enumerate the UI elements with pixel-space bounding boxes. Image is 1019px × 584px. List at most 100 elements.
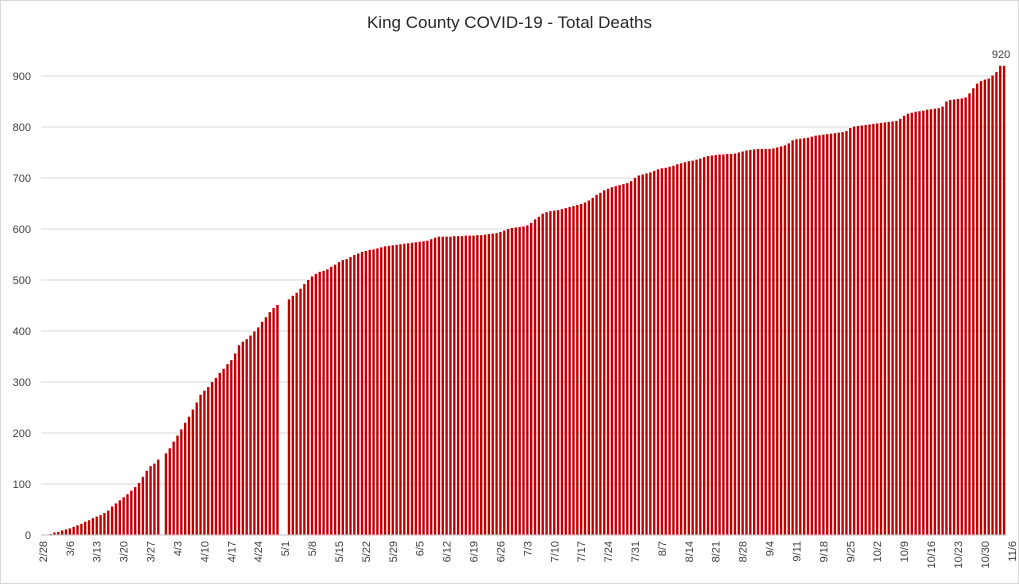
bar	[249, 335, 252, 535]
bar	[395, 244, 398, 535]
bar	[195, 402, 198, 535]
bar	[772, 148, 775, 536]
bar	[164, 453, 168, 535]
bar	[460, 236, 464, 535]
bar	[564, 208, 567, 535]
bar	[749, 149, 752, 535]
bar	[99, 515, 102, 535]
bar	[879, 122, 883, 536]
x-tick-label: 5/8	[307, 541, 319, 556]
bar	[649, 172, 652, 535]
bar	[453, 236, 456, 535]
bar	[333, 264, 337, 535]
bar	[802, 138, 806, 535]
bar	[53, 532, 56, 535]
bar	[122, 497, 125, 535]
bar	[380, 247, 383, 536]
bar	[410, 242, 414, 535]
bar	[403, 243, 406, 536]
bar	[672, 165, 675, 535]
bar	[814, 135, 817, 536]
bar	[368, 249, 371, 535]
bar	[599, 192, 602, 536]
bar	[902, 115, 906, 535]
bar	[668, 166, 671, 535]
bar	[975, 83, 979, 536]
bar	[445, 236, 448, 535]
bar	[741, 151, 744, 536]
bars	[41, 65, 1006, 536]
bar	[841, 132, 844, 535]
x-tick-label: 9/25	[845, 541, 857, 562]
bar	[72, 526, 75, 535]
bar	[522, 226, 525, 535]
bar	[606, 188, 610, 535]
bar	[645, 173, 648, 535]
bar	[64, 529, 68, 535]
bar	[718, 154, 721, 536]
bar	[768, 148, 771, 535]
bar	[845, 131, 848, 535]
bar	[637, 175, 641, 535]
bar	[787, 143, 790, 535]
x-tick-label: 4/3	[172, 541, 184, 556]
bar	[799, 138, 802, 536]
x-tick-label: 8/7	[657, 541, 669, 556]
bar	[245, 339, 248, 535]
bar	[872, 123, 875, 535]
bar	[595, 194, 598, 535]
bar	[633, 178, 637, 535]
y-tick-label: 600	[13, 224, 31, 236]
bar	[556, 210, 560, 535]
bar	[822, 134, 825, 535]
bar	[464, 235, 468, 535]
bar	[591, 197, 594, 535]
bar	[752, 149, 756, 535]
bar	[929, 109, 933, 536]
bar	[118, 500, 121, 535]
bar	[468, 235, 471, 535]
bar	[472, 235, 475, 535]
last-value-label: 920	[992, 49, 1010, 61]
bar	[399, 244, 402, 536]
bar	[776, 147, 779, 535]
x-tick-label: 7/24	[603, 541, 615, 562]
bar	[430, 239, 433, 535]
x-tick-label: 10/9	[899, 541, 911, 562]
x-tick-label: 3/6	[65, 541, 77, 556]
bar	[260, 321, 264, 535]
bar	[487, 234, 491, 535]
bar	[495, 233, 498, 535]
bar	[76, 525, 79, 535]
bar	[233, 353, 237, 535]
bar	[806, 137, 810, 535]
bar	[153, 463, 156, 535]
bar	[180, 429, 183, 535]
bar	[941, 106, 944, 535]
bar	[80, 523, 83, 535]
bar	[572, 206, 575, 536]
y-tick-label: 500	[13, 275, 31, 287]
bar	[499, 232, 502, 535]
x-tick-label: 5/22	[361, 541, 373, 562]
y-tick-label: 900	[13, 71, 31, 83]
bar	[810, 136, 814, 535]
bar	[387, 245, 391, 535]
x-tick-label: 5/15	[334, 541, 346, 562]
x-tick-label: 10/16	[926, 541, 938, 569]
x-tick-label: 3/13	[92, 541, 104, 562]
bar	[756, 148, 760, 535]
bar	[341, 260, 344, 535]
x-tick-label: 6/5	[415, 541, 427, 556]
bar	[706, 156, 710, 535]
x-tick-label: 8/21	[711, 541, 723, 562]
bar	[933, 108, 937, 535]
bar	[103, 513, 106, 535]
bar	[918, 111, 921, 535]
x-tick-label: 11/6	[1007, 541, 1018, 562]
bar	[253, 331, 256, 535]
bar	[983, 79, 987, 535]
bar	[207, 387, 210, 535]
bar	[979, 81, 983, 535]
